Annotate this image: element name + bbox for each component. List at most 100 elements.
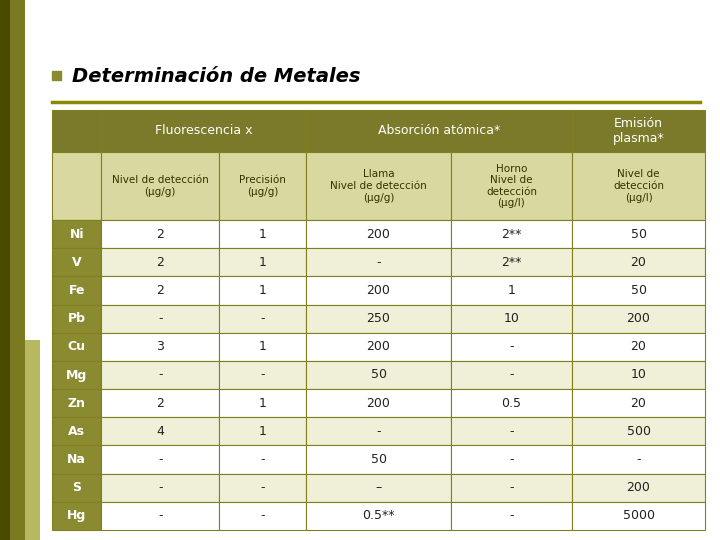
Text: 1: 1 [258,397,266,410]
Bar [451,248,572,276]
Text: 2**: 2** [501,256,521,269]
Text: Ni: Ni [69,227,84,241]
Text: -: - [158,368,163,381]
Bar [219,276,307,305]
Bar [307,152,451,220]
Bar [451,361,572,389]
Text: Precisión
(μg/g): Precisión (μg/g) [239,175,286,197]
Bar [307,502,451,530]
Bar [451,305,572,333]
Bar [451,474,572,502]
Text: Absorción atómica*: Absorción atómica* [378,125,500,138]
Bar [572,474,705,502]
Bar [102,389,219,417]
Text: 20: 20 [631,397,647,410]
Bar [102,305,219,333]
Text: 0.5**: 0.5** [362,509,395,522]
Text: -: - [158,453,163,466]
Bar [52,220,102,248]
Text: –: – [375,481,382,494]
Text: -: - [509,368,513,381]
Bar [307,220,451,248]
Text: 2: 2 [156,256,164,269]
Bar [572,305,705,333]
Bar [572,417,705,446]
Bar [219,220,307,248]
Bar [219,248,307,276]
Bar [102,110,307,152]
Text: Nivel de detección
(μg/g): Nivel de detección (μg/g) [112,175,209,197]
Bar [572,361,705,389]
Text: 1: 1 [258,227,266,241]
Text: 20: 20 [631,340,647,353]
Bar [102,248,219,276]
Text: 1: 1 [258,340,266,353]
Text: S: S [72,481,81,494]
Bar [307,474,451,502]
Bar [451,220,572,248]
Text: 3: 3 [156,340,164,353]
Bar [52,152,102,220]
Bar [307,248,451,276]
Text: 50: 50 [631,284,647,297]
Text: -: - [158,312,163,325]
Bar [52,71,61,80]
Bar [52,248,102,276]
Text: -: - [377,256,381,269]
Text: Mg: Mg [66,368,87,381]
Text: Cu: Cu [68,340,86,353]
Bar [572,220,705,248]
Text: 5000: 5000 [623,509,654,522]
Text: 0.5: 0.5 [501,397,521,410]
Bar [52,110,102,152]
Text: -: - [509,453,513,466]
Text: 200: 200 [626,481,650,494]
Bar [219,502,307,530]
Text: 50: 50 [631,227,647,241]
Text: Determinación de Metales: Determinación de Metales [72,66,361,85]
Text: -: - [261,368,265,381]
Bar [102,474,219,502]
Text: -: - [158,481,163,494]
Bar [219,333,307,361]
Bar [52,417,102,446]
Bar [219,446,307,474]
Text: Zn: Zn [68,397,86,410]
Bar [219,152,307,220]
Text: Emisión
plasma*: Emisión plasma* [613,117,665,145]
Bar [52,502,102,530]
Bar [102,220,219,248]
Bar [572,389,705,417]
Bar [52,474,102,502]
Text: Na: Na [67,453,86,466]
Bar [307,417,451,446]
Bar [102,333,219,361]
Bar [102,502,219,530]
Bar [307,305,451,333]
Text: 200: 200 [366,227,390,241]
Bar [102,361,219,389]
Bar [52,446,102,474]
Text: 2**: 2** [501,227,521,241]
Bar [52,361,102,389]
Text: -: - [377,425,381,438]
Bar [307,389,451,417]
Text: 2: 2 [156,397,164,410]
Text: 200: 200 [626,312,650,325]
Bar [52,305,102,333]
Bar [10,0,25,540]
Text: 10: 10 [503,312,519,325]
Text: -: - [158,509,163,522]
Bar [307,333,451,361]
Bar [102,417,219,446]
Bar [102,446,219,474]
Text: -: - [509,509,513,522]
Text: Fe: Fe [68,284,85,297]
Bar [52,389,102,417]
Text: -: - [509,340,513,353]
Bar [451,389,572,417]
Text: 1: 1 [258,425,266,438]
Text: 50: 50 [371,368,387,381]
Text: 200: 200 [366,340,390,353]
Text: 1: 1 [258,256,266,269]
